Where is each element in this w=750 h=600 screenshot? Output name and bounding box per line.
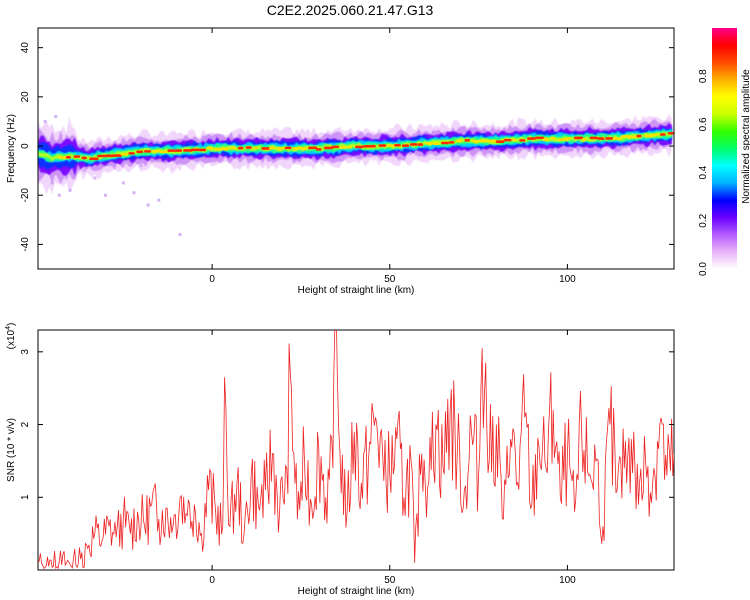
snr-panel: 0 50 100 123 Height of straight line (km) …	[5, 323, 675, 597]
colorbar-tick-label: 0.4	[698, 165, 709, 179]
spectrogram-noise-point	[61, 176, 65, 180]
snr-multiplier-exponent: 4	[5, 326, 12, 330]
spectrogram-x-tick-label: 0	[209, 274, 215, 285]
spectrogram-x-tick-label: 50	[384, 274, 396, 285]
colorbar-tick-label: 0.8	[698, 69, 709, 83]
spectrogram-noise-point	[121, 181, 125, 185]
spectrogram-y-tick-label: 40	[20, 42, 31, 54]
spectrogram-noise-point	[104, 193, 108, 197]
spectrogram-x-tick-label: 100	[559, 274, 576, 285]
colorbar-tick-label: 0.2	[698, 213, 709, 227]
spectrogram-noise-point	[139, 164, 143, 168]
spectrogram-noise-point	[57, 193, 61, 197]
snr-y-tick-label: 3	[20, 349, 31, 355]
snr-y-tick-label: 1	[20, 494, 31, 500]
snr-series-line	[38, 330, 674, 570]
spectrogram-frame	[37, 27, 675, 270]
snr-y-tick-label: 2	[20, 421, 31, 427]
snr-multiplier-close: )	[6, 323, 17, 326]
spectrogram-noise-point	[157, 198, 161, 202]
snr-multiplier: (x104)	[5, 323, 17, 350]
colorbar-tick-label: 0.0	[698, 262, 709, 276]
spectrogram-panel: 0 50 100 -40 -20 0 20 40 Height of straight li…	[6, 27, 675, 296]
spectrogram-y-tick-label: -20	[20, 188, 31, 203]
colorbar: 0.0 0.2 0.4 0.6 0.8 Normalized spectral ampl…	[698, 28, 750, 276]
spectrogram-noise-point	[43, 119, 47, 123]
snr-x-label: Height of straight line (km)	[298, 586, 415, 597]
snr-multiplier-base: (x10	[6, 329, 17, 349]
spectrogram-noise-point	[132, 191, 136, 195]
spectrogram-noise-point	[93, 176, 97, 180]
snr-x-tick-label: 100	[559, 575, 576, 586]
snr-y-label: SNR (10 * v/v)	[6, 418, 17, 482]
colorbar-label: Normalized spectral amplitude	[741, 69, 750, 204]
spectrogram-y-tick-label: 0	[20, 143, 31, 149]
spectrogram-x-label: Height of straight line (km)	[298, 285, 415, 296]
spectrogram-noise-point	[178, 233, 182, 237]
spectrogram-noise-point	[50, 181, 54, 185]
snr-x-tick-label: 50	[384, 575, 396, 586]
figure-title: C2E2.2025.060.21.47.G13	[266, 2, 434, 18]
spectrogram-y-tick-label: -40	[20, 237, 31, 252]
snr-x-tick-label: 0	[209, 575, 215, 586]
colorbar-tick-label: 0.6	[698, 117, 709, 131]
spectrogram-noise-point	[68, 188, 72, 192]
spectrogram-noise-point	[146, 203, 150, 207]
spectrogram-y-label: Frequency (Hz)	[6, 114, 17, 183]
colorbar-gradient	[712, 28, 737, 269]
spectrogram-heatmap	[38, 114, 674, 237]
spectrogram-noise-point	[82, 169, 86, 173]
spectrogram-noise-point	[54, 115, 58, 119]
spectrogram-y-tick-label: 20	[20, 91, 31, 103]
snr-frame	[37, 329, 675, 571]
